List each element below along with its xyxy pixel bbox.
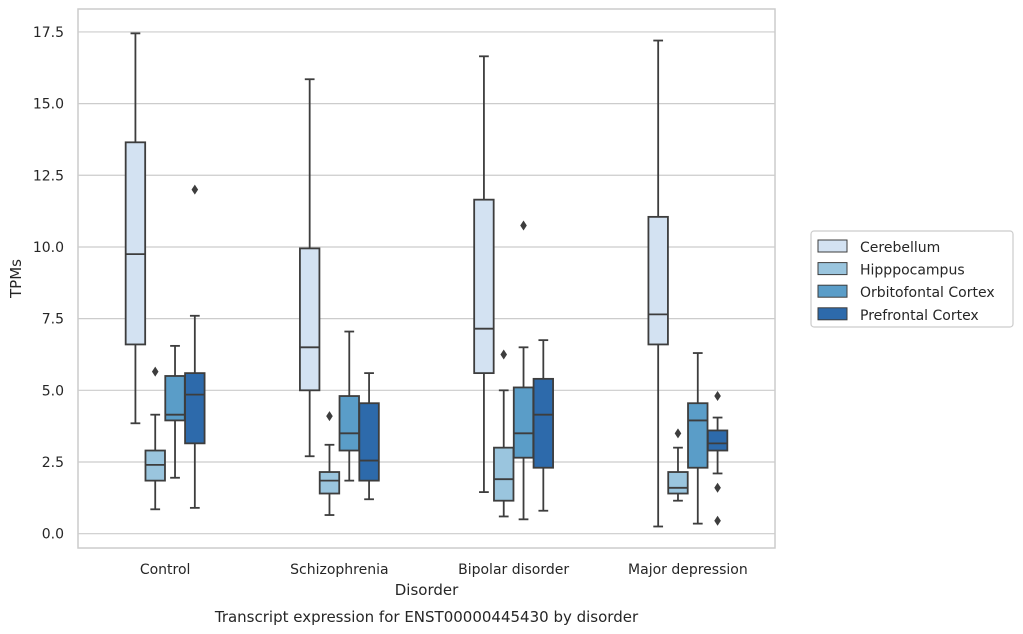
- box-cerebellum: [124, 32, 147, 425]
- box-cerebellum: [647, 39, 669, 528]
- outlier-point: [714, 515, 721, 526]
- outlier-point: [500, 349, 508, 360]
- box-body: [318, 471, 341, 495]
- box-hipppocampus: [144, 366, 166, 511]
- box-body: [473, 198, 495, 375]
- legend: Cerebellum Hipppocampus Orbitofontal Corte…: [810, 230, 1014, 328]
- legend-label: Cerebellum: [860, 240, 940, 256]
- box-hipppocampus: [318, 411, 341, 516]
- outlier-point: [520, 220, 527, 231]
- box-body: [338, 395, 360, 452]
- box-prefrontal-cortex: [184, 184, 206, 509]
- plot-frame: [77, 8, 776, 549]
- box-body: [493, 446, 515, 502]
- box-body: [687, 402, 709, 469]
- legend-swatch: [817, 239, 848, 253]
- chart-caption: Transcript expression for ENST0000044543…: [214, 608, 639, 626]
- y-tick-label: 0.0: [42, 527, 64, 543]
- x-tick-label: Control: [140, 562, 191, 578]
- y-tick-label: 2.5: [42, 455, 64, 471]
- legend-swatch: [817, 262, 848, 276]
- y-tick-label: 7.5: [42, 312, 64, 328]
- box-cerebellum: [299, 78, 321, 458]
- box-body: [358, 402, 380, 482]
- x-tick-labels: Control Schizophrenia Bipolar disorder Majo…: [140, 562, 748, 578]
- box-body: [512, 386, 535, 459]
- legend-frame: [810, 230, 1014, 328]
- box-body: [706, 429, 729, 452]
- box-prefrontal-cortex: [358, 372, 380, 501]
- box-body: [184, 372, 206, 445]
- box-prefrontal-cortex: [706, 391, 729, 526]
- x-tick-label: Bipolar disorder: [458, 562, 569, 578]
- y-axis-label: TPMs: [7, 259, 25, 299]
- box-body: [164, 375, 186, 422]
- x-tick-label: Schizophrenia: [290, 562, 388, 578]
- outlier-point: [326, 411, 333, 422]
- y-tick-label: 12.5: [33, 168, 64, 184]
- outlier-point: [674, 428, 682, 439]
- box-orbitofontal-cortex: [164, 344, 186, 479]
- y-tick-label: 17.5: [33, 25, 64, 41]
- y-tick-label: 10.0: [33, 240, 64, 256]
- box-hipppocampus: [667, 428, 689, 502]
- box-orbitofontal-cortex: [512, 220, 535, 521]
- box-prefrontal-cortex: [532, 339, 554, 512]
- box-cerebellum: [473, 55, 495, 493]
- plot-area: [78, 9, 775, 548]
- box-body: [667, 471, 689, 495]
- box-hipppocampus: [493, 349, 515, 518]
- outlier-point: [714, 391, 721, 402]
- x-tick-label: Major depression: [628, 562, 748, 578]
- y-tick-label: 15.0: [33, 97, 64, 113]
- legend-label: Prefrontal Cortex: [860, 308, 979, 324]
- box-body: [299, 247, 321, 392]
- y-tick-labels: 0.0 2.5 5.0 7.5 10.0 12.5 15.0 17.5: [33, 25, 64, 543]
- outlier-point: [191, 184, 199, 195]
- x-axis-label: Disorder: [395, 581, 459, 599]
- box-body: [532, 377, 554, 469]
- legend-swatch: [817, 307, 848, 321]
- box-body: [647, 215, 669, 346]
- outlier-point: [151, 366, 159, 377]
- legend-label: Hipppocampus: [860, 263, 965, 279]
- box-groups: [124, 32, 729, 528]
- outlier-point: [714, 482, 721, 493]
- y-tick-label: 5.0: [42, 383, 64, 399]
- legend-swatch: [817, 284, 848, 298]
- legend-label: Orbitofontal Cortex: [860, 285, 995, 301]
- box-body: [124, 141, 147, 346]
